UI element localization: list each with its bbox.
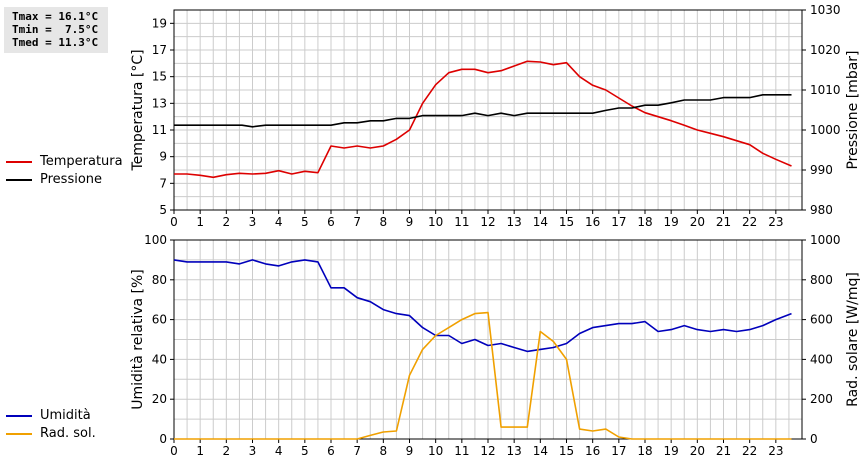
y2-tick-label: 1020 bbox=[810, 43, 841, 57]
x-tick-label: 3 bbox=[249, 215, 257, 229]
y-tick-label: 9 bbox=[159, 150, 167, 164]
x-tick-label: 16 bbox=[585, 444, 600, 458]
legend-swatch-umidita bbox=[6, 414, 32, 417]
x-tick-label: 19 bbox=[664, 215, 679, 229]
legend-item-pressione: Pressione bbox=[6, 172, 102, 187]
x-tick-label: 1 bbox=[196, 215, 204, 229]
legend-swatch-temperatura bbox=[6, 160, 32, 163]
x-tick-label: 10 bbox=[428, 215, 443, 229]
y-axis-title: Umidità relativa [%] bbox=[130, 269, 146, 410]
x-tick-label: 12 bbox=[480, 444, 495, 458]
x-tick-label: 11 bbox=[454, 215, 469, 229]
y2-tick-label: 1000 bbox=[810, 233, 841, 247]
x-tick-label: 23 bbox=[768, 444, 783, 458]
y2-tick-label: 1000 bbox=[810, 123, 841, 137]
x-tick-label: 6 bbox=[327, 444, 335, 458]
x-tick-label: 17 bbox=[611, 444, 626, 458]
series-line-rad-sol- bbox=[174, 311, 792, 440]
x-tick-label: 22 bbox=[742, 215, 757, 229]
y2-axis-title: Rad. solare [W/mq] bbox=[845, 272, 860, 407]
x-tick-label: 5 bbox=[301, 444, 309, 458]
legend-item-radsol: Rad. sol. bbox=[6, 426, 96, 441]
y2-tick-label: 200 bbox=[810, 392, 833, 406]
x-tick-label: 0 bbox=[170, 444, 178, 458]
x-tick-label: 9 bbox=[406, 215, 414, 229]
y2-axis-title: Pressione [mbar] bbox=[845, 50, 860, 169]
x-tick-label: 13 bbox=[507, 444, 522, 458]
x-tick-label: 20 bbox=[690, 444, 705, 458]
y2-tick-label: 1030 bbox=[810, 3, 841, 17]
x-tick-label: 2 bbox=[223, 444, 231, 458]
x-tick-label: 7 bbox=[353, 215, 361, 229]
y-tick-label: 20 bbox=[152, 392, 167, 406]
x-tick-label: 18 bbox=[637, 444, 652, 458]
y2-tick-label: 400 bbox=[810, 352, 833, 366]
legend-label-umidita: Umidità bbox=[40, 408, 91, 423]
series-line-umidit- bbox=[173, 259, 792, 353]
x-tick-label: 3 bbox=[249, 444, 257, 458]
y-tick-label: 0 bbox=[159, 432, 167, 446]
legend-label-pressione: Pressione bbox=[40, 172, 103, 187]
x-tick-label: 5 bbox=[301, 215, 309, 229]
x-tick-label: 16 bbox=[585, 215, 600, 229]
y-tick-label: 100 bbox=[144, 233, 167, 247]
legend-item-umidita: Umidità bbox=[6, 408, 91, 423]
x-tick-label: 11 bbox=[454, 444, 469, 458]
x-tick-label: 6 bbox=[327, 215, 335, 229]
x-tick-label: 0 bbox=[170, 215, 178, 229]
x-tick-label: 17 bbox=[611, 215, 626, 229]
y-tick-label: 7 bbox=[159, 176, 167, 190]
stats-box: Tmax = 16.1°C Tmin = 7.5°C Tmed = 11.3°C bbox=[4, 7, 108, 53]
y2-tick-label: 990 bbox=[810, 163, 833, 177]
y-tick-label: 19 bbox=[152, 16, 167, 30]
x-tick-label: 13 bbox=[507, 215, 522, 229]
y2-tick-label: 800 bbox=[810, 273, 833, 287]
legend-label-temperatura: Temperatura bbox=[40, 154, 123, 169]
y-tick-label: 60 bbox=[152, 313, 167, 327]
x-tick-label: 19 bbox=[664, 444, 679, 458]
x-tick-label: 2 bbox=[223, 215, 231, 229]
x-tick-label: 15 bbox=[559, 444, 574, 458]
stat-tmed: Tmed = 11.3°C bbox=[12, 36, 99, 49]
x-tick-label: 18 bbox=[637, 215, 652, 229]
y-tick-label: 13 bbox=[152, 96, 167, 110]
x-tick-label: 20 bbox=[690, 215, 705, 229]
series-line-pressione bbox=[174, 94, 792, 128]
x-tick-label: 21 bbox=[716, 444, 731, 458]
x-tick-label: 8 bbox=[380, 444, 388, 458]
y-tick-label: 5 bbox=[159, 203, 167, 217]
legend-label-radsol: Rad. sol. bbox=[40, 426, 96, 441]
y-tick-label: 80 bbox=[152, 273, 167, 287]
x-tick-label: 15 bbox=[559, 215, 574, 229]
x-tick-label: 10 bbox=[428, 444, 443, 458]
x-tick-label: 4 bbox=[275, 444, 283, 458]
x-tick-label: 7 bbox=[353, 444, 361, 458]
x-tick-label: 8 bbox=[380, 215, 388, 229]
x-tick-label: 22 bbox=[742, 444, 757, 458]
series-line-temperatura bbox=[174, 60, 792, 179]
stat-tmax: Tmax = 16.1°C bbox=[12, 10, 99, 23]
y2-tick-label: 0 bbox=[810, 432, 818, 446]
legend-swatch-radsol bbox=[6, 432, 32, 435]
x-tick-label: 9 bbox=[406, 444, 414, 458]
y2-tick-label: 980 bbox=[810, 203, 833, 217]
stat-tmin: Tmin = 7.5°C bbox=[12, 23, 99, 36]
y2-tick-label: 1010 bbox=[810, 83, 841, 97]
y-tick-label: 11 bbox=[152, 123, 167, 137]
y-tick-label: 40 bbox=[152, 352, 167, 366]
y-tick-label: 17 bbox=[152, 43, 167, 57]
y-tick-label: 15 bbox=[152, 70, 167, 84]
x-tick-label: 1 bbox=[196, 444, 204, 458]
x-tick-label: 12 bbox=[480, 215, 495, 229]
x-tick-label: 23 bbox=[768, 215, 783, 229]
x-tick-label: 14 bbox=[533, 444, 548, 458]
x-tick-label: 4 bbox=[275, 215, 283, 229]
legend-item-temperatura: Temperatura bbox=[6, 154, 123, 169]
x-tick-label: 14 bbox=[533, 215, 548, 229]
legend-swatch-pressione bbox=[6, 178, 32, 181]
y-axis-title: Temperatura [°C] bbox=[130, 49, 146, 171]
x-tick-label: 21 bbox=[716, 215, 731, 229]
y2-tick-label: 600 bbox=[810, 313, 833, 327]
